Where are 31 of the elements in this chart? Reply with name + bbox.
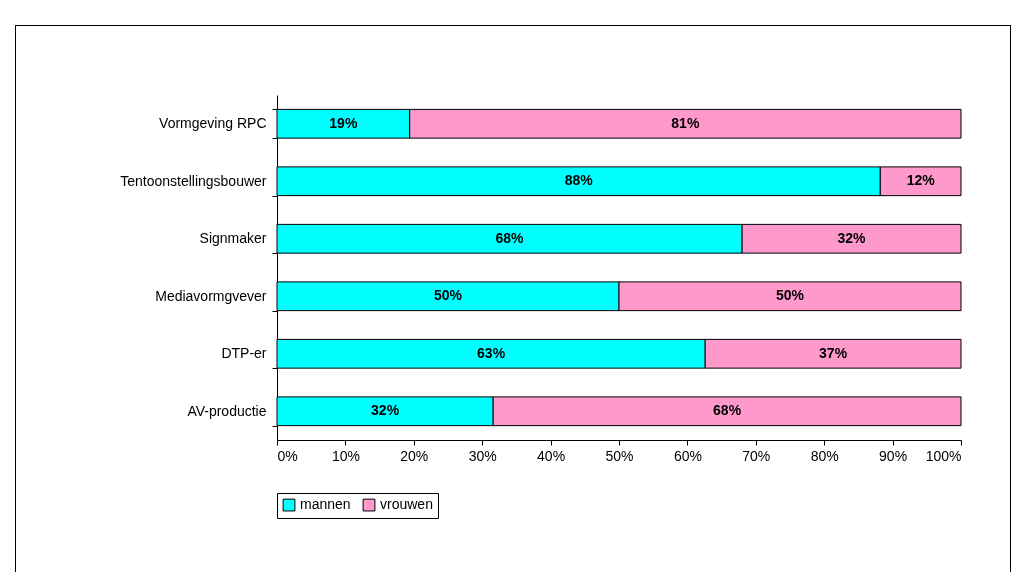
data-label: 68% (495, 229, 525, 246)
data-label: 37% (819, 344, 848, 361)
data-label: 32% (371, 402, 400, 419)
x-tick-label: 60% (673, 447, 702, 464)
x-tick-label: 50% (605, 447, 634, 464)
data-label: 63% (477, 344, 506, 361)
legend-label: vrouwen (380, 496, 433, 513)
data-label: 68% (713, 402, 742, 419)
x-tick-label: 100% (925, 447, 962, 464)
x-tick-label: 30% (468, 447, 497, 464)
data-label: 88% (564, 172, 594, 189)
data-label: 32% (837, 229, 867, 246)
x-tick-label: 90% (879, 447, 908, 464)
y-tick-label: Mediavormgvever (155, 287, 267, 304)
y-tick-label: DTP-er (221, 345, 267, 362)
x-tick-label: 20% (400, 447, 429, 464)
y-tick-label: Signmaker (199, 230, 267, 247)
data-label: 81% (671, 114, 700, 131)
x-tick-label: 10% (331, 447, 360, 464)
y-tick-label: AV-productie (187, 402, 267, 419)
data-label: 12% (906, 172, 936, 189)
data-label: 19% (329, 114, 358, 131)
legend-label: mannen (300, 496, 351, 513)
x-tick-label: 40% (537, 447, 566, 464)
x-tick-label: 80% (810, 447, 839, 464)
y-tick-label: Vormgeving RPC (159, 115, 267, 132)
data-label: 50% (775, 287, 805, 304)
data-label: 50% (433, 287, 463, 304)
x-tick-label: 70% (742, 447, 771, 464)
x-tick-label: 0% (277, 447, 298, 464)
y-tick-label: Tentoonstellingsbouwer (120, 172, 267, 189)
